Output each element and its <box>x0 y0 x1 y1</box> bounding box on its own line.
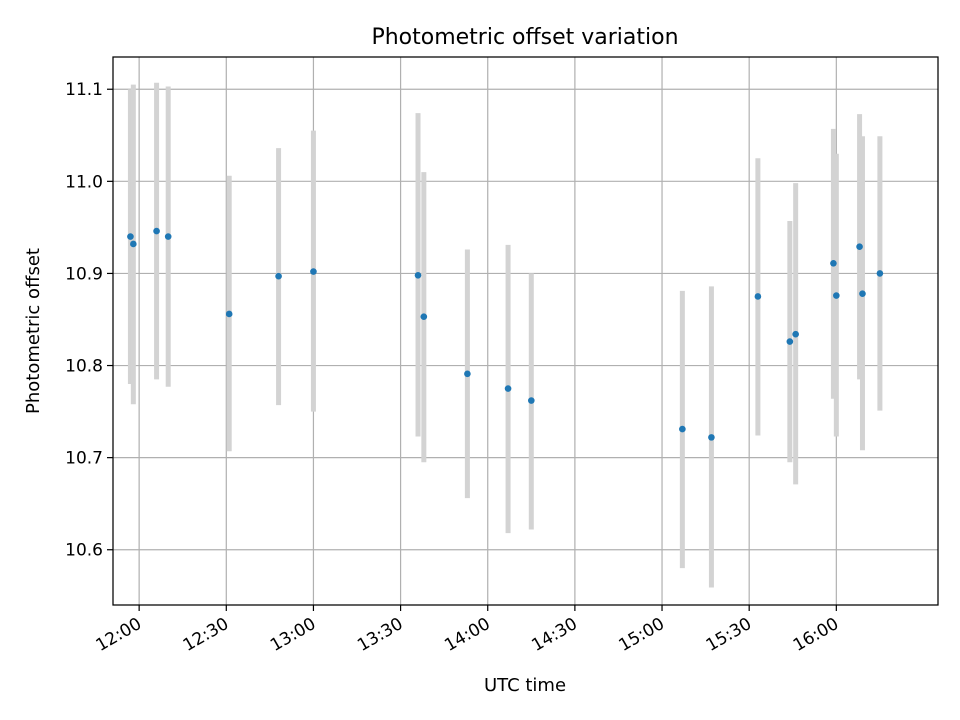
data-point <box>164 233 172 240</box>
data-point <box>792 330 799 338</box>
data-point <box>786 338 794 345</box>
x-tick-label: 13:00 <box>267 614 319 656</box>
x-tick-label: 14:30 <box>528 614 580 656</box>
data-point <box>127 233 134 240</box>
y-tick-label: 10.7 <box>65 449 103 469</box>
data-point <box>754 293 762 300</box>
y-tick-label: 10.9 <box>65 264 103 284</box>
data-point <box>830 260 837 267</box>
data-point <box>708 434 715 441</box>
data-point <box>225 310 233 318</box>
data-point <box>876 270 884 277</box>
x-tick-label: 15:00 <box>616 614 668 656</box>
y-axis-label: Photometric offset <box>23 248 44 414</box>
data-point <box>679 425 686 433</box>
data-point <box>420 313 428 321</box>
x-tick-label: 14:00 <box>441 614 493 656</box>
data-point <box>275 272 282 280</box>
error-bars <box>127 82 883 588</box>
data-point <box>859 290 866 297</box>
data-point <box>130 240 137 248</box>
data-point <box>833 292 840 299</box>
data-point <box>856 243 863 251</box>
x-tick-label: 15:30 <box>703 614 755 656</box>
x-axis-ticks: 12:00 12:30 13:00 13:30 14:00 14:30 15:00 15:30… <box>93 605 842 656</box>
y-tick-label: 10.8 <box>65 357 103 377</box>
data-point <box>153 227 160 235</box>
x-tick-label: 12:30 <box>180 614 232 656</box>
data-markers <box>127 227 884 441</box>
data-point <box>464 370 471 378</box>
y-tick-label: 10.6 <box>65 541 103 561</box>
y-tick-label: 11.1 <box>65 80 103 100</box>
data-point <box>504 385 512 392</box>
data-point <box>528 397 535 404</box>
data-point <box>414 271 422 279</box>
x-axis-label: UTC time <box>484 675 566 696</box>
chart-title: Photometric offset variation <box>371 25 678 50</box>
x-tick-label: 16:00 <box>790 614 842 656</box>
x-tick-label: 12:00 <box>93 614 145 656</box>
y-axis-ticks: 10.6 10.7 10.8 10.9 11.0 11.1 <box>65 80 113 561</box>
grid <box>113 57 938 605</box>
y-tick-label: 11.0 <box>65 172 103 192</box>
plot-frame <box>112 56 939 606</box>
x-tick-label: 13:30 <box>354 614 406 656</box>
data-point <box>310 268 317 275</box>
